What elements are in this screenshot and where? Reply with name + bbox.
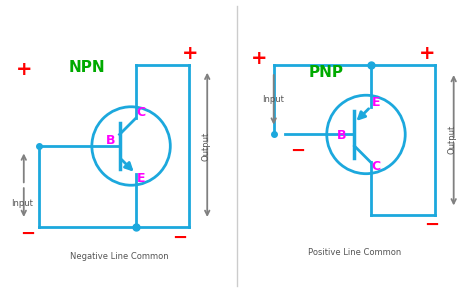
Text: B: B [106, 134, 115, 147]
Text: Output: Output [201, 131, 210, 161]
Text: Input: Input [11, 199, 33, 208]
Text: Negative Line Common: Negative Line Common [70, 252, 169, 261]
Text: E: E [137, 172, 146, 185]
Text: −: − [173, 229, 188, 247]
Text: B: B [337, 129, 346, 142]
Text: E: E [372, 95, 380, 109]
Text: +: + [16, 60, 32, 79]
Text: +: + [251, 49, 267, 68]
Text: Output: Output [448, 124, 457, 154]
Text: C: C [137, 106, 146, 119]
Text: −: − [20, 225, 36, 243]
Text: PNP: PNP [308, 65, 343, 80]
Text: +: + [419, 44, 436, 63]
Text: C: C [372, 160, 381, 173]
Text: Input: Input [262, 95, 284, 104]
Text: −: − [290, 142, 305, 160]
Text: −: − [424, 215, 439, 234]
Text: Positive Line Common: Positive Line Common [308, 248, 401, 257]
Text: +: + [182, 44, 198, 63]
Text: NPN: NPN [69, 60, 105, 75]
